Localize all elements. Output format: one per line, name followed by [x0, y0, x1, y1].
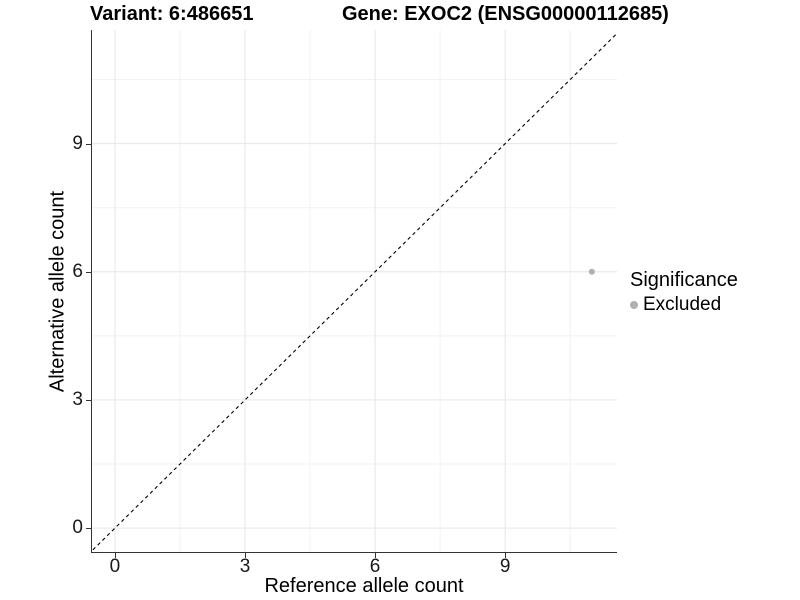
x-tick-label: 6 — [369, 556, 381, 577]
plot-panel — [91, 30, 617, 553]
x-tick-label: 9 — [499, 556, 511, 577]
y-tick-mark — [86, 143, 91, 145]
y-tick-mark — [86, 528, 91, 530]
y-tick-mark — [86, 271, 91, 273]
variant-title: Variant: 6:486651 — [90, 3, 254, 25]
x-tick-mark — [505, 553, 507, 558]
gene-title: Gene: EXOC2 (ENSG00000112685) — [342, 3, 669, 25]
excluded-point-icon — [630, 301, 638, 309]
y-tick-label: 6 — [72, 260, 83, 282]
x-axis-label: Reference allele count — [264, 575, 464, 597]
x-tick-mark — [375, 553, 377, 558]
legend-title: Significance — [630, 269, 738, 291]
y-tick-mark — [86, 399, 91, 401]
y-axis-label: Alternative allele count — [46, 190, 69, 393]
identity-line — [92, 32, 617, 552]
data-point — [588, 268, 595, 275]
x-tick-mark — [245, 553, 247, 558]
legend-item-label: Excluded — [643, 294, 722, 315]
x-tick-label: 3 — [239, 556, 251, 577]
legend-item-excluded: Excluded — [630, 294, 738, 316]
plot-area-svg — [92, 30, 617, 552]
x-tick-label: 0 — [109, 556, 121, 577]
y-tick-label: 0 — [72, 517, 83, 539]
y-tick-label: 3 — [72, 388, 83, 410]
y-tick-label: 9 — [72, 132, 83, 154]
legend: Significance Excluded — [630, 269, 738, 316]
x-tick-mark — [114, 553, 116, 558]
